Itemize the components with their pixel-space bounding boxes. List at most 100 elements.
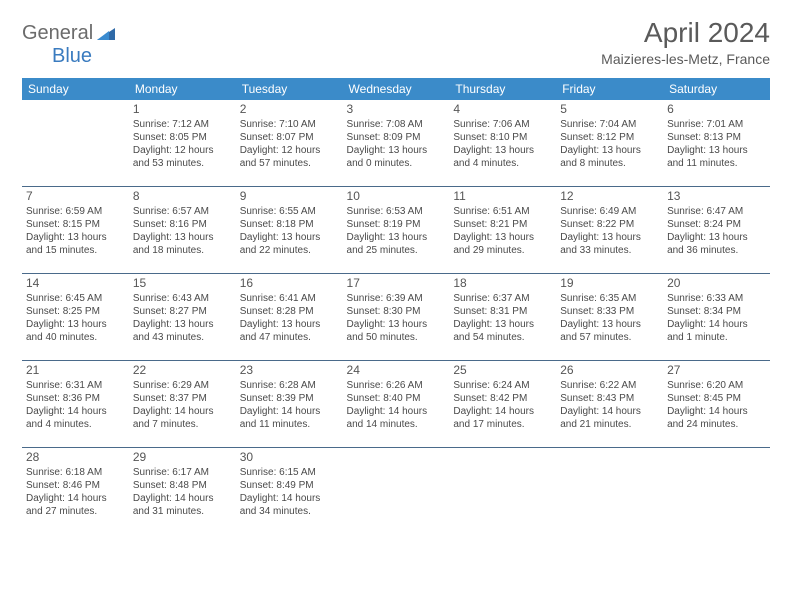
calendar-cell: 13Sunrise: 6:47 AMSunset: 8:24 PMDayligh… <box>663 186 770 273</box>
calendar-cell: 7Sunrise: 6:59 AMSunset: 8:15 PMDaylight… <box>22 186 129 273</box>
logo: General <box>22 22 117 45</box>
calendar-cell: 3Sunrise: 7:08 AMSunset: 8:09 PMDaylight… <box>343 100 450 187</box>
sunset-line: Sunset: 8:48 PM <box>133 479 232 492</box>
calendar-cell: 15Sunrise: 6:43 AMSunset: 8:27 PMDayligh… <box>129 273 236 360</box>
sunset-line: Sunset: 8:24 PM <box>667 218 766 231</box>
daylight-line: Daylight: 14 hours and 14 minutes. <box>347 405 446 431</box>
calendar-cell: 23Sunrise: 6:28 AMSunset: 8:39 PMDayligh… <box>236 360 343 447</box>
sunrise-line: Sunrise: 6:31 AM <box>26 379 125 392</box>
sunset-line: Sunset: 8:37 PM <box>133 392 232 405</box>
sunset-line: Sunset: 8:39 PM <box>240 392 339 405</box>
sunrise-line: Sunrise: 6:35 AM <box>560 292 659 305</box>
daylight-line: Daylight: 13 hours and 40 minutes. <box>26 318 125 344</box>
day-number: 18 <box>453 276 552 292</box>
calendar-cell: 25Sunrise: 6:24 AMSunset: 8:42 PMDayligh… <box>449 360 556 447</box>
sunset-line: Sunset: 8:46 PM <box>26 479 125 492</box>
sunset-line: Sunset: 8:15 PM <box>26 218 125 231</box>
calendar-cell: 14Sunrise: 6:45 AMSunset: 8:25 PMDayligh… <box>22 273 129 360</box>
day-number: 10 <box>347 189 446 205</box>
sunset-line: Sunset: 8:43 PM <box>560 392 659 405</box>
sunrise-line: Sunrise: 6:17 AM <box>133 466 232 479</box>
calendar-cell: 8Sunrise: 6:57 AMSunset: 8:16 PMDaylight… <box>129 186 236 273</box>
daylight-line: Daylight: 13 hours and 11 minutes. <box>667 144 766 170</box>
daylight-line: Daylight: 14 hours and 11 minutes. <box>240 405 339 431</box>
sunset-line: Sunset: 8:16 PM <box>133 218 232 231</box>
day-number: 30 <box>240 450 339 466</box>
logo-text-general: General <box>22 22 93 45</box>
calendar-cell: 30Sunrise: 6:15 AMSunset: 8:49 PMDayligh… <box>236 447 343 534</box>
day-number: 2 <box>240 102 339 118</box>
daylight-line: Daylight: 14 hours and 27 minutes. <box>26 492 125 518</box>
day-header: Saturday <box>663 78 770 100</box>
sunrise-line: Sunrise: 7:08 AM <box>347 118 446 131</box>
day-number: 12 <box>560 189 659 205</box>
calendar-cell: 17Sunrise: 6:39 AMSunset: 8:30 PMDayligh… <box>343 273 450 360</box>
sunrise-line: Sunrise: 7:12 AM <box>133 118 232 131</box>
daylight-line: Daylight: 13 hours and 43 minutes. <box>133 318 232 344</box>
location-label: Maizieres-les-Metz, France <box>601 51 770 67</box>
calendar-cell: 29Sunrise: 6:17 AMSunset: 8:48 PMDayligh… <box>129 447 236 534</box>
calendar-cell: 4Sunrise: 7:06 AMSunset: 8:10 PMDaylight… <box>449 100 556 187</box>
sunrise-line: Sunrise: 6:49 AM <box>560 205 659 218</box>
daylight-line: Daylight: 13 hours and 25 minutes. <box>347 231 446 257</box>
sunset-line: Sunset: 8:28 PM <box>240 305 339 318</box>
day-number: 22 <box>133 363 232 379</box>
sunset-line: Sunset: 8:22 PM <box>560 218 659 231</box>
daylight-line: Daylight: 13 hours and 57 minutes. <box>560 318 659 344</box>
day-number: 11 <box>453 189 552 205</box>
calendar-cell <box>663 447 770 534</box>
day-header: Monday <box>129 78 236 100</box>
calendar-table: SundayMondayTuesdayWednesdayThursdayFrid… <box>22 78 770 534</box>
sunset-line: Sunset: 8:05 PM <box>133 131 232 144</box>
calendar-cell: 12Sunrise: 6:49 AMSunset: 8:22 PMDayligh… <box>556 186 663 273</box>
calendar-cell <box>343 447 450 534</box>
sunrise-line: Sunrise: 6:29 AM <box>133 379 232 392</box>
sunrise-line: Sunrise: 7:01 AM <box>667 118 766 131</box>
sunrise-line: Sunrise: 6:45 AM <box>26 292 125 305</box>
daylight-line: Daylight: 14 hours and 4 minutes. <box>26 405 125 431</box>
calendar-cell <box>556 447 663 534</box>
calendar-cell: 1Sunrise: 7:12 AMSunset: 8:05 PMDaylight… <box>129 100 236 187</box>
day-header: Sunday <box>22 78 129 100</box>
day-number: 28 <box>26 450 125 466</box>
calendar-body: 1Sunrise: 7:12 AMSunset: 8:05 PMDaylight… <box>22 100 770 534</box>
sunset-line: Sunset: 8:21 PM <box>453 218 552 231</box>
calendar-cell <box>22 100 129 187</box>
calendar-week-row: 14Sunrise: 6:45 AMSunset: 8:25 PMDayligh… <box>22 273 770 360</box>
day-number: 26 <box>560 363 659 379</box>
sunrise-line: Sunrise: 6:51 AM <box>453 205 552 218</box>
calendar-cell: 10Sunrise: 6:53 AMSunset: 8:19 PMDayligh… <box>343 186 450 273</box>
calendar-cell: 22Sunrise: 6:29 AMSunset: 8:37 PMDayligh… <box>129 360 236 447</box>
sunset-line: Sunset: 8:30 PM <box>347 305 446 318</box>
daylight-line: Daylight: 13 hours and 54 minutes. <box>453 318 552 344</box>
day-number: 19 <box>560 276 659 292</box>
day-number: 27 <box>667 363 766 379</box>
sunrise-line: Sunrise: 6:33 AM <box>667 292 766 305</box>
day-number: 21 <box>26 363 125 379</box>
calendar-cell: 26Sunrise: 6:22 AMSunset: 8:43 PMDayligh… <box>556 360 663 447</box>
sunset-line: Sunset: 8:42 PM <box>453 392 552 405</box>
daylight-line: Daylight: 12 hours and 57 minutes. <box>240 144 339 170</box>
sunset-line: Sunset: 8:40 PM <box>347 392 446 405</box>
sunset-line: Sunset: 8:36 PM <box>26 392 125 405</box>
sunset-line: Sunset: 8:19 PM <box>347 218 446 231</box>
day-number: 20 <box>667 276 766 292</box>
sunset-line: Sunset: 8:07 PM <box>240 131 339 144</box>
daylight-line: Daylight: 13 hours and 50 minutes. <box>347 318 446 344</box>
sunrise-line: Sunrise: 6:20 AM <box>667 379 766 392</box>
day-number: 7 <box>26 189 125 205</box>
month-title: April 2024 <box>601 18 770 49</box>
sunrise-line: Sunrise: 6:18 AM <box>26 466 125 479</box>
calendar-week-row: 28Sunrise: 6:18 AMSunset: 8:46 PMDayligh… <box>22 447 770 534</box>
day-number: 6 <box>667 102 766 118</box>
day-number: 17 <box>347 276 446 292</box>
calendar-page: General April 2024 Maizieres-les-Metz, F… <box>0 0 792 544</box>
day-number: 4 <box>453 102 552 118</box>
daylight-line: Daylight: 13 hours and 0 minutes. <box>347 144 446 170</box>
calendar-cell: 16Sunrise: 6:41 AMSunset: 8:28 PMDayligh… <box>236 273 343 360</box>
calendar-cell: 24Sunrise: 6:26 AMSunset: 8:40 PMDayligh… <box>343 360 450 447</box>
sunrise-line: Sunrise: 6:53 AM <box>347 205 446 218</box>
daylight-line: Daylight: 13 hours and 47 minutes. <box>240 318 339 344</box>
daylight-line: Daylight: 13 hours and 18 minutes. <box>133 231 232 257</box>
daylight-line: Daylight: 14 hours and 31 minutes. <box>133 492 232 518</box>
